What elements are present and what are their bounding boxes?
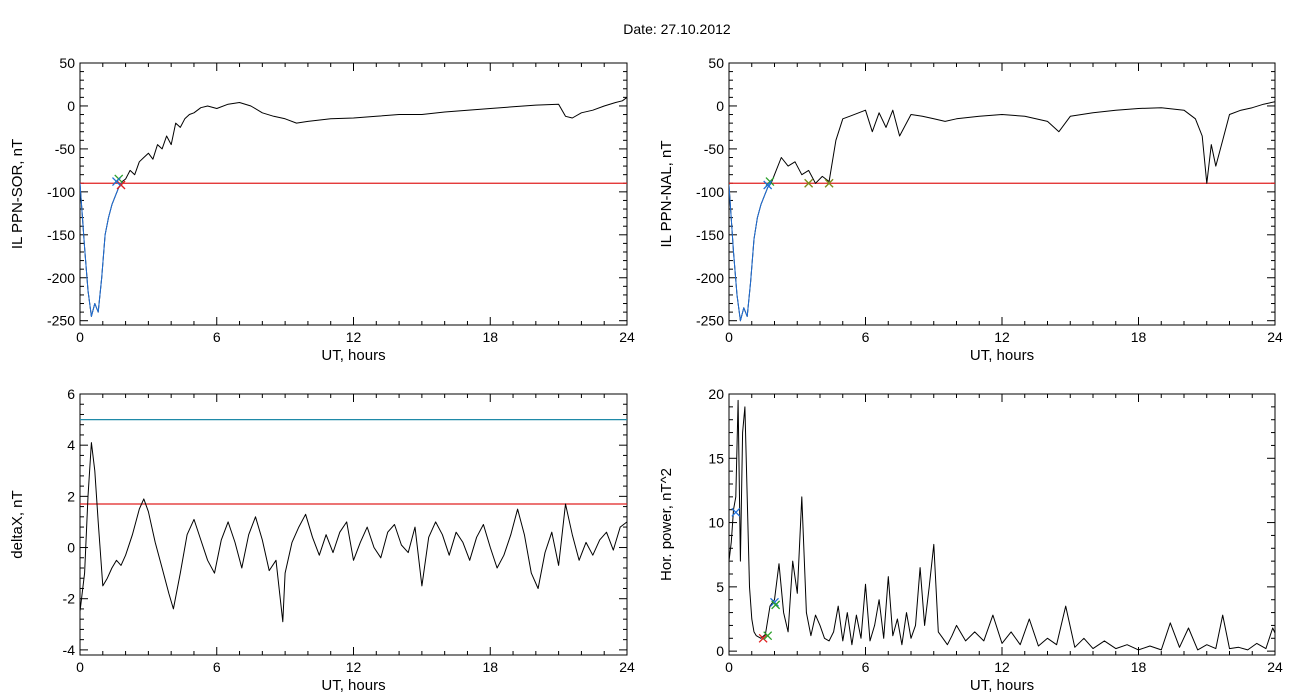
x-tick-label: 0 — [76, 329, 84, 345]
y-tick-label: -100 — [696, 184, 724, 200]
x-tick-label: 18 — [1131, 329, 1147, 345]
x-tick-label: 24 — [619, 659, 635, 675]
chart-panel-il-ppn-nal: 0 6 12 18 24 -250 -200 -150 -100 -50 0 50 UT, hours I… — [658, 55, 1283, 364]
x-tick-label: 18 — [1131, 659, 1147, 675]
event-marker — [824, 178, 834, 188]
event-marker — [763, 180, 773, 190]
x-tick-label: 6 — [213, 329, 221, 345]
y-tick-label: -2 — [63, 591, 76, 607]
x-tick-label: 0 — [725, 659, 733, 675]
y-tick-label: 10 — [708, 515, 724, 531]
y-tick-label: 6 — [67, 386, 75, 402]
event-marker — [771, 600, 781, 610]
x-tick-label: 0 — [76, 659, 84, 675]
y-tick-label: -50 — [55, 141, 75, 157]
y-tick-label: 0 — [67, 98, 75, 114]
event-marker-stroke — [763, 180, 773, 190]
y-axis-label: deltaX, nT — [9, 490, 26, 558]
event-marker-stroke — [731, 507, 741, 517]
event-marker — [758, 633, 768, 643]
y-tick-label: 0 — [716, 643, 724, 659]
y-tick-label: 50 — [708, 55, 724, 71]
event-marker-stroke — [758, 633, 768, 643]
event-marker — [804, 178, 814, 188]
x-tick-label: 18 — [482, 329, 498, 345]
event-marker — [770, 597, 779, 607]
event-marker-stroke — [804, 178, 814, 188]
y-tick-label: -200 — [696, 270, 724, 286]
event-marker-stroke — [116, 180, 126, 190]
event-marker-stroke — [824, 178, 834, 188]
chart-panel-hor-power: 0 6 12 18 24 0 5 10 15 20 UT, hours Hor. power, nT^… — [658, 386, 1283, 694]
x-tick-label: 0 — [725, 329, 733, 345]
plot-data — [729, 101, 1275, 322]
y-tick-label: -200 — [47, 270, 75, 286]
plot-frame — [79, 393, 628, 656]
chart-panel-il-ppn-sor: 0 6 12 18 24 -250 -200 -150 -100 -50 0 50 UT, hours I… — [9, 55, 635, 364]
series-line-0 — [729, 101, 1275, 322]
y-tick-label: 4 — [67, 437, 75, 453]
plot-data — [729, 399, 1275, 651]
x-tick-label: 12 — [346, 329, 362, 345]
figure-title: Date: 27.10.2012 — [623, 21, 731, 37]
y-tick-label: 2 — [67, 488, 75, 504]
y-tick-label: 20 — [708, 386, 724, 402]
event-marker-stroke — [763, 631, 773, 641]
x-axis-label: UT, hours — [970, 677, 1034, 694]
y-tick-label: 15 — [708, 450, 724, 466]
x-tick-label: 12 — [994, 329, 1010, 345]
plot-frame — [728, 62, 1276, 326]
event-marker — [731, 507, 741, 517]
plot-data — [80, 96, 627, 317]
event-marker — [112, 177, 121, 187]
x-axis-label: UT, hours — [321, 677, 385, 694]
x-axis-label: UT, hours — [321, 347, 385, 364]
y-tick-label: -150 — [47, 227, 75, 243]
x-tick-label: 6 — [862, 329, 870, 345]
y-axis-label: IL PPN-NAL, nT — [658, 141, 675, 248]
x-axis-label: UT, hours — [970, 347, 1034, 364]
x-tick-label: 18 — [482, 659, 498, 675]
y-tick-label: -100 — [47, 184, 75, 200]
event-marker-stroke — [770, 597, 779, 607]
y-axis-label: Hor. power, nT^2 — [658, 468, 675, 581]
series-line-0 — [80, 96, 627, 317]
x-tick-label: 6 — [213, 659, 221, 675]
series-line-1 — [729, 182, 772, 322]
x-tick-label: 6 — [862, 659, 870, 675]
event-marker — [116, 180, 126, 190]
x-tick-label: 12 — [346, 659, 362, 675]
event-marker-stroke — [771, 600, 781, 610]
y-axis-label: IL PPN-SOR, nT — [9, 139, 26, 249]
y-tick-label: 0 — [67, 540, 75, 556]
series-line-1 — [80, 181, 123, 317]
event-marker-stroke — [112, 177, 121, 187]
y-tick-label: -250 — [696, 313, 724, 329]
y-tick-label: -250 — [47, 313, 75, 329]
y-tick-label: 50 — [59, 55, 75, 71]
x-tick-label: 24 — [619, 329, 635, 345]
x-tick-label: 12 — [994, 659, 1010, 675]
event-marker — [763, 631, 773, 641]
series-line-0 — [729, 399, 1275, 651]
plot-frame — [728, 393, 1276, 656]
plot-data — [80, 418, 627, 623]
y-tick-label: 0 — [716, 98, 724, 114]
plot-frame — [79, 62, 628, 326]
series-line-0 — [80, 442, 627, 623]
y-tick-label: 5 — [716, 579, 724, 595]
y-tick-label: -4 — [63, 642, 76, 658]
x-tick-label: 24 — [1267, 329, 1283, 345]
y-tick-label: -50 — [704, 141, 724, 157]
y-tick-label: -150 — [696, 227, 724, 243]
x-tick-label: 24 — [1267, 659, 1283, 675]
